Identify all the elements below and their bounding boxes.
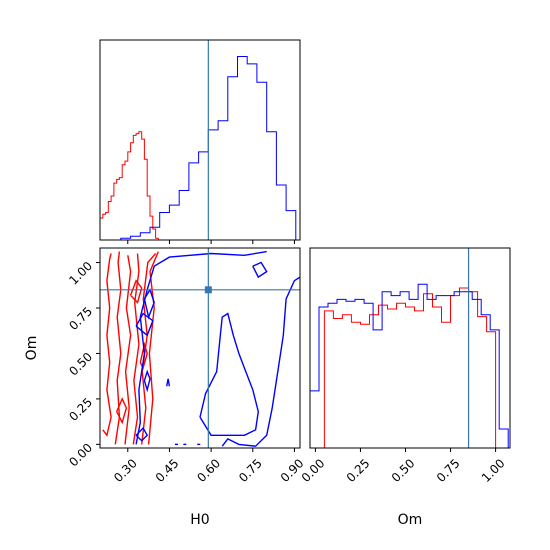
- h0-marginal-ticks: [127, 240, 295, 244]
- om-tick-label-4: 1.00: [479, 456, 508, 485]
- om-histogram-series-1: [309, 283, 509, 448]
- blue-contour-8: [166, 378, 171, 387]
- red-contour-7: [116, 397, 128, 425]
- h0-marginal-panel: [99, 39, 301, 244]
- contour-lines: [102, 250, 301, 447]
- red-contour-3: [132, 253, 140, 445]
- blue-contour-7: [252, 261, 268, 279]
- red-contour-0: [102, 253, 112, 437]
- h0-tick-label-1: 0.45: [153, 456, 182, 485]
- om-tick-label-1: 0.25: [344, 456, 373, 485]
- blue-contour-0: [135, 250, 267, 445]
- om-tick-label-2: 0.50: [389, 456, 418, 485]
- blue-contour-3: [143, 369, 151, 393]
- x-axis-label-h0: H0: [190, 512, 209, 528]
- h0-histogram-series-1: [111, 56, 297, 241]
- blue-contour-1: [143, 288, 155, 320]
- blue-contour-2: [135, 312, 154, 337]
- x-axis-label-om: Om: [398, 512, 423, 528]
- om-marginal-panel: 0.00 0.25 0.50 0.75 1.00 Om: [299, 247, 511, 528]
- om-y-tick-label-4: 1.00: [66, 259, 95, 288]
- om-marginal-frame: [309, 247, 511, 449]
- blue-contour-6: [221, 276, 301, 447]
- h0-histogram-series-0: [99, 131, 162, 241]
- red-contour-1: [114, 251, 122, 445]
- joint-frame: [99, 247, 301, 449]
- h0-tick-label-0: 0.30: [111, 456, 140, 485]
- joint-panel: 0.30 0.45 0.60 0.75 0.900.000.250.500.751.00…: [24, 247, 307, 528]
- blue-contour-4: [135, 426, 149, 442]
- blue-contour-5: [199, 312, 260, 436]
- red-contour-6: [129, 279, 143, 304]
- joint-ticks: 0.30 0.45 0.60 0.75 0.900.000.250.500.751.00: [66, 259, 306, 485]
- om-y-tick-label-2: 0.50: [66, 350, 95, 379]
- h0-tick-label-3: 0.75: [236, 456, 265, 485]
- y-axis-label-om: Om: [24, 336, 40, 361]
- om-tick-label-3: 0.75: [434, 456, 463, 485]
- om-y-tick-label-0: 0.00: [66, 441, 95, 470]
- red-contour-5: [147, 251, 159, 445]
- joint-truth-marker: [204, 286, 212, 294]
- om-y-tick-label-1: 0.25: [66, 395, 95, 424]
- om-y-tick-label-3: 0.75: [66, 304, 95, 333]
- h0-histograms: [99, 56, 297, 241]
- h0-tick-label-2: 0.60: [194, 456, 223, 485]
- om-histograms: [309, 283, 509, 449]
- om-tick-label-0: 0.00: [299, 456, 328, 485]
- red-contour-2: [124, 255, 132, 445]
- om-marginal-ticks: 0.00 0.25 0.50 0.75 1.00: [299, 448, 508, 485]
- h0-marginal-frame: [99, 39, 301, 241]
